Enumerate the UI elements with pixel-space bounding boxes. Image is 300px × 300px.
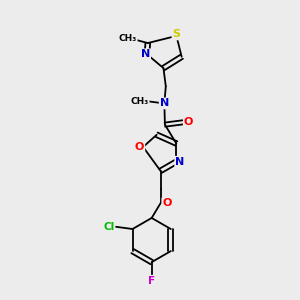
Text: N: N bbox=[160, 98, 169, 108]
Text: N: N bbox=[175, 157, 184, 167]
Text: O: O bbox=[184, 117, 193, 127]
Text: O: O bbox=[162, 198, 172, 208]
Text: F: F bbox=[148, 276, 155, 286]
Text: CH₃: CH₃ bbox=[130, 97, 149, 106]
Text: CH₃: CH₃ bbox=[118, 34, 137, 43]
Text: S: S bbox=[172, 29, 181, 39]
Text: N: N bbox=[141, 49, 150, 59]
Text: O: O bbox=[135, 142, 144, 152]
Text: Cl: Cl bbox=[103, 222, 115, 232]
